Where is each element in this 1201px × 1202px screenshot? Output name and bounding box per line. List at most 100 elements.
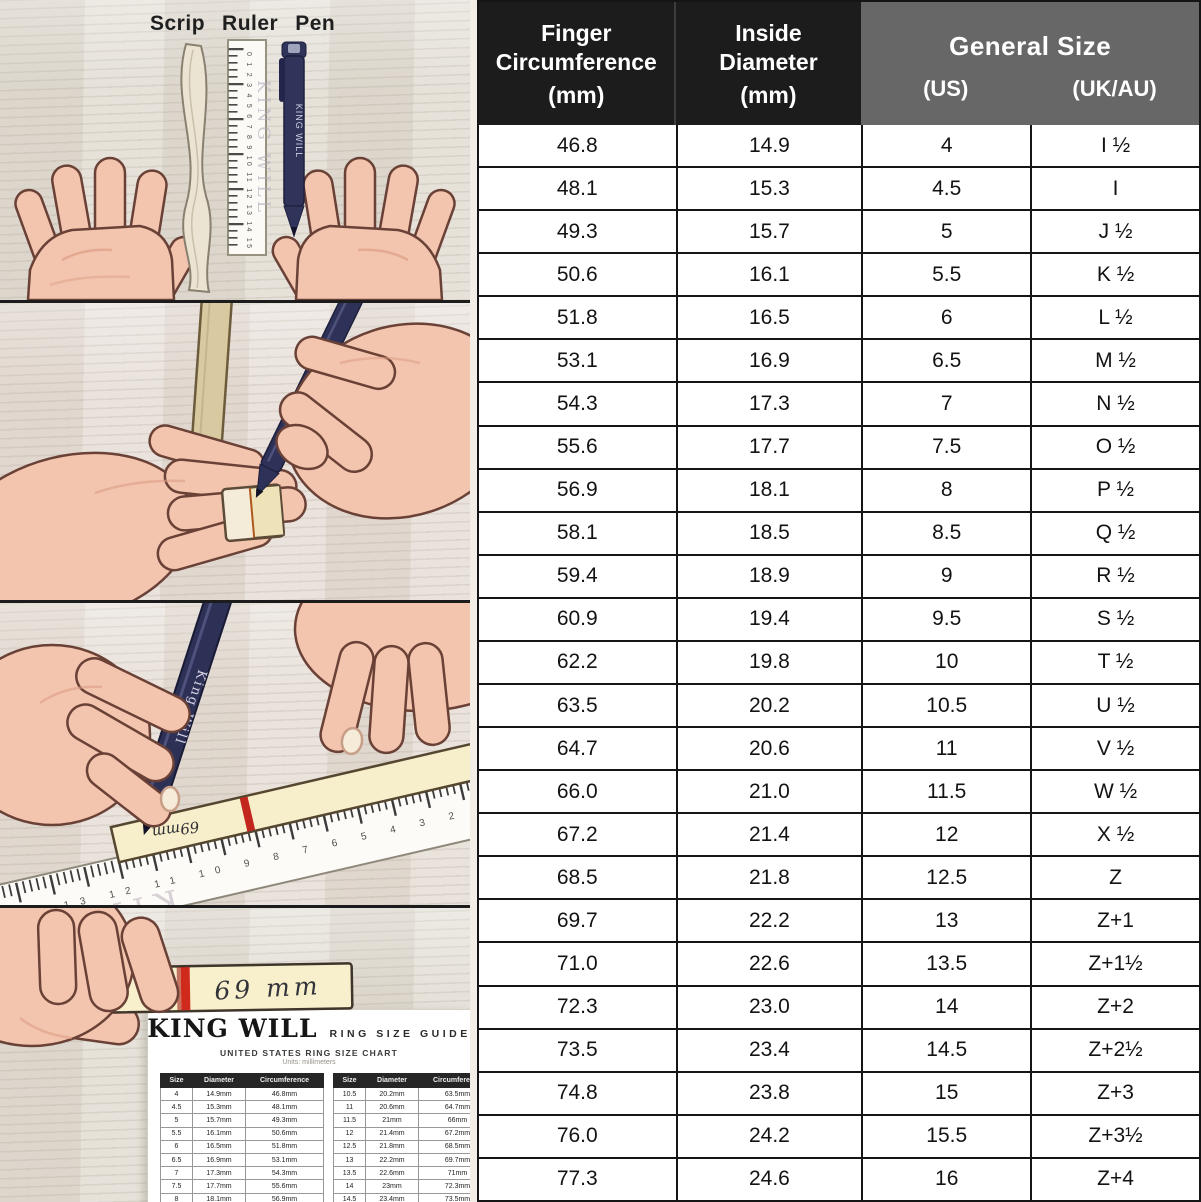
table-cell: 73.5 — [556, 1038, 598, 1062]
table-cell: 13.5 — [861, 943, 1030, 985]
table-cell: 19.4 — [675, 598, 862, 640]
size-table: Finger Circumference (mm) Inside Diamete… — [477, 0, 1201, 1202]
table-cell: 8.5 — [861, 512, 1030, 554]
red-mark — [239, 796, 256, 832]
table-cell: 67.2 — [556, 822, 598, 846]
table-cell: K ½ — [1030, 254, 1199, 296]
table-cell: 23.0 — [675, 986, 862, 1028]
size-table-header: Finger Circumference (mm) Inside Diamete… — [479, 2, 1199, 125]
table-cell: 6.5 — [861, 340, 1030, 382]
mini-table-cell: 23mm — [365, 1179, 419, 1193]
mini-table-cell: 20.2mm — [365, 1086, 419, 1101]
table-cell: 18.1 — [675, 469, 862, 511]
table-cell: 7.5 — [861, 426, 1030, 468]
table-cell: 66.0 — [556, 779, 598, 803]
mini-table-cell: 46.8mm — [245, 1086, 324, 1101]
pen-illustration: KING WILL — [279, 41, 307, 238]
table-row: 69.7 22.2 13 Z+1 — [479, 898, 1199, 942]
table-cell: 5 — [861, 211, 1030, 253]
table-cell: 49.3 — [556, 219, 598, 243]
measure-strip-illustration: 15 14 13 12 11 10 9 8 7 6 5 4 3 2 1 0 KI… — [0, 603, 470, 905]
table-cell: 16.1 — [675, 254, 862, 296]
table-cell: 15.5 — [861, 1115, 1030, 1157]
mini-table-cell: 67.2mm — [418, 1126, 470, 1141]
mini-table-cell: 7 — [160, 1166, 193, 1180]
mini-table-cell: 56.9mm — [245, 1192, 324, 1202]
mini-table-cell: 11 — [333, 1100, 366, 1114]
mini-table-cell: 51.8mm — [245, 1139, 324, 1154]
table-cell: X ½ — [1030, 814, 1199, 856]
mini-table-cell: 14.9mm — [192, 1086, 246, 1101]
mini-table-cell: 14 — [333, 1179, 366, 1193]
table-cell: 11 — [861, 728, 1030, 770]
table-cell: I ½ — [1030, 125, 1199, 167]
mini-table-cell: 50.6mm — [245, 1126, 324, 1141]
table-cell: 10 — [861, 641, 1030, 684]
table-cell: 9 — [861, 555, 1030, 597]
label-ruler: Ruler — [222, 12, 279, 35]
mini-table-cell: 48.1mm — [245, 1100, 324, 1114]
table-cell: Z+2½ — [1030, 1029, 1199, 1071]
table-cell: 22.6 — [675, 943, 862, 985]
right-hand-illustration — [293, 603, 470, 756]
table-cell: Z+3 — [1030, 1072, 1199, 1114]
illustration-panel-wrap-finger — [0, 300, 470, 600]
table-cell: T ½ — [1030, 641, 1199, 684]
table-cell: 16 — [861, 1158, 1030, 1200]
mini-table-row: 11 20.6mm 64.7mm — [333, 1100, 470, 1114]
table-cell: 72.3 — [556, 995, 598, 1019]
header-ukau: (UK/AU) — [1072, 76, 1157, 101]
table-cell: V ½ — [1030, 728, 1199, 770]
table-cell: R ½ — [1030, 555, 1199, 597]
mini-table-cell: 55.6mm — [245, 1179, 324, 1193]
mini-table-cell: 22.2mm — [365, 1152, 419, 1167]
table-cell: 16.9 — [675, 340, 862, 382]
table-cell: I — [1030, 168, 1199, 210]
table-row: 54.3 17.3 7 N ½ — [479, 381, 1199, 425]
table-cell: 6 — [861, 297, 1030, 339]
table-row: 53.1 16.9 6.5 M ½ — [479, 338, 1199, 382]
mini-table-cell: 5.5 — [160, 1126, 193, 1141]
hand-with-strip-illustration: 69 mm — [0, 908, 354, 1048]
tools-illustration: 0 1 2 3 4 5 6 7 8 9 10 11 12 13 14 15 KI… — [14, 39, 456, 300]
table-cell: 59.4 — [556, 564, 598, 588]
table-row: 74.8 23.8 15 Z+3 — [479, 1070, 1199, 1114]
mini-table-cell: 69.7mm — [418, 1152, 470, 1167]
table-cell: 24.2 — [675, 1115, 862, 1157]
ruler-illustration: 0 1 2 3 4 5 6 7 8 9 10 11 12 13 14 15 KI… — [227, 39, 273, 256]
table-row: 59.4 18.9 9 R ½ — [479, 553, 1199, 597]
table-cell: 55.6 — [556, 435, 598, 459]
table-cell: 22.2 — [675, 900, 862, 942]
table-cell: 4.5 — [861, 168, 1030, 210]
chart-title: UNITED STATES RING SIZE CHART — [219, 1048, 399, 1058]
table-cell: Z+1½ — [1030, 943, 1199, 985]
table-cell: 23.4 — [675, 1029, 862, 1071]
table-cell: 76.0 — [556, 1124, 598, 1148]
mini-table-cell: 21mm — [365, 1113, 419, 1128]
table-cell: 12 — [861, 814, 1030, 856]
mini-table-cell: 21.8mm — [365, 1139, 419, 1154]
table-cell: N ½ — [1030, 383, 1199, 425]
table-cell: 64.7 — [556, 736, 598, 760]
table-cell: 23.8 — [675, 1072, 862, 1114]
illustration-panel-result: KING WILL RING SIZE GUIDE UNITED STATES … — [0, 905, 470, 1202]
illustration-panel-tools: Scrip Ruler Pen — [0, 0, 470, 300]
mini-table-row: 11.5 21mm 66mm — [333, 1113, 470, 1128]
mini-table-cell: 6.5 — [160, 1152, 193, 1167]
table-cell: 14 — [861, 986, 1030, 1028]
table-cell: 11.5 — [861, 771, 1030, 813]
mini-table-row: 13.5 22.6mm 71mm — [333, 1166, 470, 1180]
table-cell: 12.5 — [861, 857, 1030, 899]
mini-table-row: 12 21.4mm 67.2mm — [333, 1126, 470, 1141]
size-table-section: Finger Circumference (mm) Inside Diamete… — [470, 0, 1201, 1202]
mini-table-cell: 7.5 — [160, 1179, 193, 1193]
table-cell: 18.5 — [675, 512, 862, 554]
header-inside-diameter: Inside Diameter (mm) — [675, 2, 862, 125]
mini-table-cell: 54.3mm — [245, 1166, 324, 1180]
table-cell: 51.8 — [556, 305, 598, 329]
table-cell: 18.9 — [675, 555, 862, 597]
table-cell: W ½ — [1030, 771, 1199, 813]
mini-table-cell: 5 — [160, 1113, 193, 1128]
table-cell: 10.5 — [861, 685, 1030, 727]
